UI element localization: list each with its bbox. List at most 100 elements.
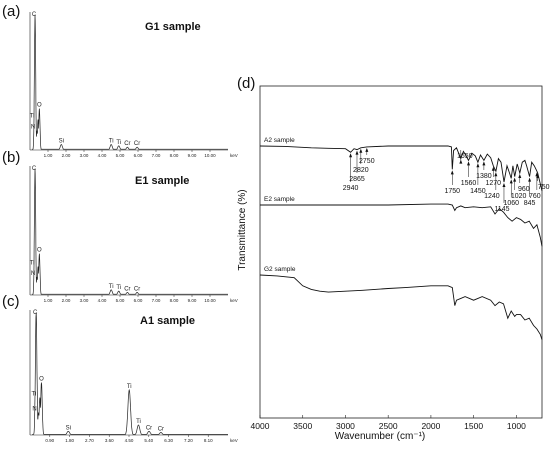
ftir-peak-label: 1560 xyxy=(461,180,477,187)
ftir-peak-arrowhead xyxy=(513,177,517,182)
ftir-peak-arrowhead xyxy=(450,170,454,175)
eds-x-tick-label: 1.00 xyxy=(44,298,53,303)
ftir-peak-label: 960 xyxy=(518,186,530,193)
eds-unit-label: keV xyxy=(230,153,238,158)
ftir-y-axis-label: Transmittance (%) xyxy=(237,189,248,270)
eds-peak-label: Ti xyxy=(32,392,37,398)
eds-x-tick-label: 8.00 xyxy=(170,153,179,158)
eds-peak-label: Cr xyxy=(158,427,164,433)
eds-peak-label: Ti xyxy=(109,138,114,144)
ftir-x-tick-label: 4000 xyxy=(251,421,270,431)
ftir-peak-arrowhead xyxy=(491,166,495,171)
eds-peak-label: Ti xyxy=(30,114,35,120)
eds-peak-label: Ti xyxy=(30,261,35,267)
eds-peak-label: C xyxy=(32,12,37,18)
eds-x-tick-label: 6.30 xyxy=(164,438,173,443)
eds-x-tick-label: 5.00 xyxy=(116,153,125,158)
eds-x-tick-label: 5.40 xyxy=(144,438,153,443)
eds-x-tick-label: 3.00 xyxy=(80,153,89,158)
ftir-peak-label: 2865 xyxy=(349,176,365,183)
ftir-peak-label: 750 xyxy=(538,184,550,191)
eds-unit-label: keV xyxy=(230,298,238,303)
eds-x-tick-label: 2.00 xyxy=(62,298,71,303)
ftir-peak-arrowhead xyxy=(355,150,359,155)
panel-a-title: G1 sample xyxy=(145,21,201,33)
eds-x-tick-label: 9.00 xyxy=(188,298,197,303)
eds-peak-label: Ti xyxy=(109,284,114,290)
eds-peak-label: N xyxy=(31,271,35,277)
eds-x-tick-label: 7.00 xyxy=(152,298,161,303)
eds-x-tick-label: 7.20 xyxy=(184,438,193,443)
eds-peak-label: Cr xyxy=(146,425,152,431)
ftir-peak-arrowhead xyxy=(509,179,513,184)
ftir-plot-frame xyxy=(259,85,543,419)
ftir-peak-label: 1270 xyxy=(486,180,502,187)
ftir-x-tick-label: 3500 xyxy=(293,421,312,431)
ftir-panel-d: (d) Wavenumber (cm⁻¹) Transmittance (%) … xyxy=(237,75,550,442)
eds-spectrum-line xyxy=(32,312,228,435)
ftir-peak-label: 1380 xyxy=(476,173,492,180)
ftir-peak-label: 1650 xyxy=(457,153,473,160)
ftir-series-line xyxy=(259,274,543,340)
eds-x-tick-label: 8.00 xyxy=(170,298,179,303)
eds-peak-label: C xyxy=(33,310,38,316)
ftir-peak-arrowhead xyxy=(467,161,471,166)
eds-x-tick-label: 3.60 xyxy=(105,438,114,443)
eds-x-tick-label: 10.00 xyxy=(204,153,216,158)
eds-peak-label: Cr xyxy=(124,141,130,147)
eds-spectrum-line xyxy=(31,168,228,295)
ftir-peak-arrowhead xyxy=(502,183,506,187)
ftir-peak-label: 1145 xyxy=(494,206,509,213)
ftir-series-label: A2 sample xyxy=(264,137,295,144)
panel-letter-b: (b) xyxy=(2,149,20,166)
panel-b-title: E1 sample xyxy=(135,175,189,187)
ftir-peak-label: 1750 xyxy=(444,188,460,195)
ftir-peak-arrowhead xyxy=(518,174,522,178)
ftir-peak-arrowhead xyxy=(349,153,353,158)
eds-x-tick-label: 6.00 xyxy=(134,153,143,158)
eds-peak-label: Ti xyxy=(127,384,132,390)
eds-peak-label: Ti xyxy=(116,285,121,291)
ftir-peak-arrowhead xyxy=(528,177,532,182)
ftir-x-tick-label: 3000 xyxy=(336,421,355,431)
ftir-series-line xyxy=(260,203,543,247)
panel-letter-a: (a) xyxy=(2,3,20,20)
ftir-peak-label: 1450 xyxy=(470,188,486,195)
eds-x-tick-label: 9.00 xyxy=(188,153,197,158)
eds-peak-label: N xyxy=(31,125,35,131)
eds-x-tick-label: 2.70 xyxy=(85,438,94,443)
eds-peak-label: Cr xyxy=(134,286,140,292)
eds-panel-a: (a) G1 sample 1.00 2.00 3.00 4.00 5.00 6.00 7.… xyxy=(2,3,238,158)
ftir-peak-label: 1020 xyxy=(511,193,527,200)
ftir-series-label: E2 sample xyxy=(264,196,295,203)
eds-peak-label: Cr xyxy=(124,286,130,292)
ftir-peak-arrowhead xyxy=(482,161,486,166)
ftir-peak-label: 760 xyxy=(529,193,541,200)
eds-x-tick-label: 7.00 xyxy=(152,153,161,158)
eds-panel-b: (b) E1 sample 1.00 2.00 3.00 4.00 5.00 6.00 7.… xyxy=(2,149,238,303)
ftir-peak-arrowhead xyxy=(459,159,463,164)
eds-x-tick-label: 0.90 xyxy=(45,438,54,443)
ftir-peak-label: 2820 xyxy=(353,167,369,174)
eds-peak-label: Cr xyxy=(134,141,140,147)
ftir-x-tick-label: 2500 xyxy=(379,421,398,431)
eds-peak-label: O xyxy=(37,248,42,254)
ftir-peak-label: 1060 xyxy=(503,200,519,207)
eds-spectrum-line xyxy=(31,14,228,150)
eds-peak-label: Ti xyxy=(136,419,141,425)
eds-x-tick-label: 4.00 xyxy=(98,153,107,158)
ftir-peak-label: 845 xyxy=(524,200,536,207)
eds-x-tick-label: 4.50 xyxy=(125,438,134,443)
eds-peak-label: Ti xyxy=(116,140,121,146)
eds-x-tick-label: 8.10 xyxy=(204,438,213,443)
eds-panel-c: (c) A1 sample 0.90 1.80 2.70 3.60 4.50 5.40 6.… xyxy=(2,293,238,443)
eds-x-tick-label: 4.00 xyxy=(98,298,107,303)
ftir-peak-label: 1240 xyxy=(484,193,500,200)
ftir-peak-arrowhead xyxy=(359,148,363,153)
eds-peak-label: O xyxy=(39,377,44,383)
eds-x-tick-label: 3.00 xyxy=(80,298,89,303)
ftir-peak-arrowhead xyxy=(365,147,369,152)
eds-x-tick-label: 1.00 xyxy=(44,153,53,158)
panel-letter-d: (d) xyxy=(237,75,255,92)
